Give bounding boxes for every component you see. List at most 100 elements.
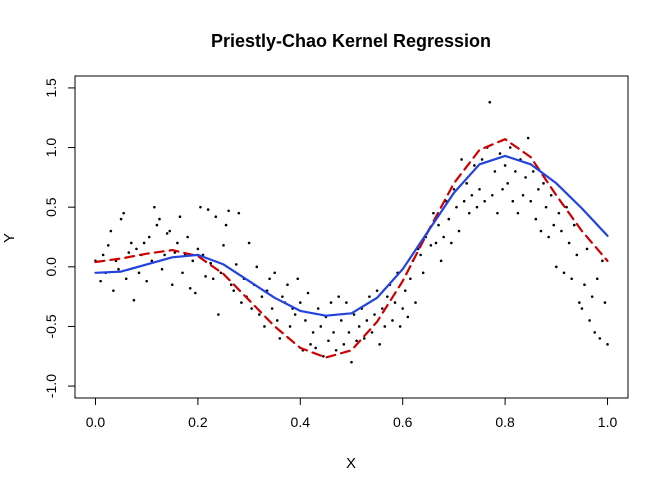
data-point [176,241,179,245]
data-point [511,199,515,203]
data-point [595,277,599,281]
data-point [165,232,169,235]
data-point [457,229,461,233]
data-point [186,235,189,239]
data-point [539,229,543,233]
data-point [603,301,607,304]
data-point [275,319,279,322]
data-point [293,313,297,316]
data-point [549,193,553,197]
data-point [560,229,563,233]
data-point [524,176,527,179]
data-point [204,275,207,278]
data-point [529,199,533,203]
data-point [260,295,264,298]
y-tick-label: 1.0 [43,138,59,158]
data-point [178,215,182,219]
data-point [153,205,156,209]
data-point [419,253,422,257]
data-point [268,277,271,281]
data-point [542,182,545,185]
data-point [555,265,558,269]
data-point [160,267,164,271]
data-point [332,331,335,334]
data-point [288,325,292,328]
data-point [460,158,463,161]
y-tick-label: 0.0 [43,257,59,277]
data-point [506,182,509,185]
series-lines [94,138,609,359]
data-point [496,211,499,215]
data-point [470,193,474,197]
y-tick-label: 0.5 [43,197,59,217]
data-point [147,235,151,239]
data-point [132,298,136,302]
data-point [483,199,486,203]
data-point [363,337,366,340]
data-point [250,307,253,310]
data-point [211,277,215,281]
data-point [601,259,604,263]
data-point [298,301,302,304]
data-point [273,271,276,275]
data-point [403,289,407,292]
data-point [309,343,312,346]
data-point [380,307,384,310]
x-tick-label: 0.6 [393,414,413,430]
data-point [508,146,512,149]
data-point [473,164,476,167]
data-point [503,164,507,167]
data-point [206,208,210,211]
data-point [373,313,376,316]
data-point [278,337,282,340]
data-point [583,283,586,287]
y-axis-label: Y [1,233,18,243]
data-point [498,152,502,155]
data-point [124,277,128,281]
data-point [386,295,389,298]
data-point [547,235,550,239]
x-axis-label: X [346,455,356,472]
data-point [240,301,243,304]
data-point [339,319,343,322]
data-point [158,217,161,221]
x-tick-label: 0.2 [188,414,208,430]
x-axis: 0.0 0.2 0.4 0.6 0.8 1.0 [86,397,617,430]
data-point [255,265,259,269]
data-point [398,325,402,328]
data-point [378,343,381,346]
data-point [429,244,433,247]
data-point [119,217,123,221]
y-tick-label: 1.5 [43,78,59,98]
data-point [314,346,317,350]
x-tick-label: 0.8 [495,414,515,430]
data-point [393,301,397,304]
data-point [199,205,202,209]
data-point [219,271,223,275]
data-point [327,339,330,343]
data-point [572,223,576,227]
plot-frame [74,75,629,399]
x-tick-label: 0.0 [86,414,106,430]
data-point [209,261,212,265]
data-point [188,286,192,290]
data-point [414,301,417,304]
data-point [222,244,225,247]
data-point [281,295,284,298]
data-point [286,283,289,287]
data-point [357,325,361,328]
data-point [347,331,351,334]
data-point [531,170,535,173]
data-point [170,283,174,287]
data-point [455,205,458,209]
data-point [122,211,125,215]
data-point [150,259,154,263]
data-point [306,291,310,295]
data-point [370,331,374,334]
data-point [439,259,443,263]
data-point [130,241,133,245]
data-point [214,215,218,219]
data-point [526,136,530,140]
data-point [375,289,379,292]
data-point [232,289,236,292]
